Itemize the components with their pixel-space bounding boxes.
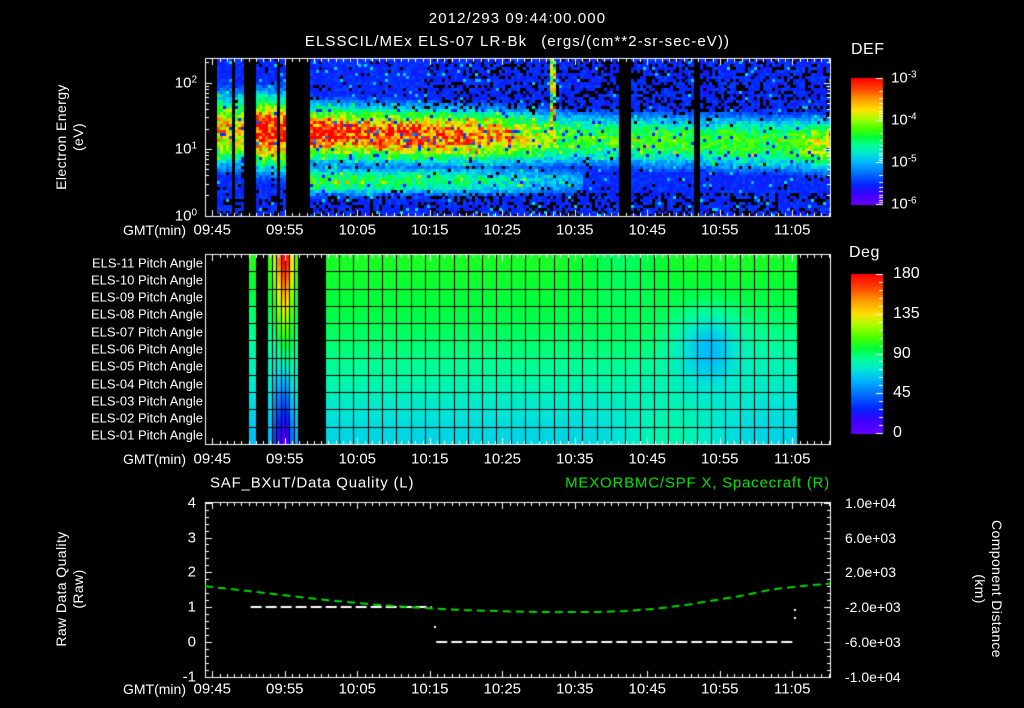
time-tick-label: 09:55 (265, 680, 304, 698)
gmt-axis-label: GMT(min) (123, 222, 186, 238)
time-tick-label: 10:25 (483, 450, 522, 468)
quality-axis-label: Raw Data Quality (Raw) (53, 469, 87, 708)
time-tick-label: 11:05 (774, 221, 811, 239)
page-title-instrument: ELSSCIL/MEx ELS-07 LR-Bk (ergs/(cm**2-sr-… (205, 33, 830, 50)
distance-tick-label: -1.0e+04 (845, 669, 901, 685)
time-tick-label: 10:45 (628, 221, 667, 239)
quality-tick-label: 0 (187, 633, 196, 651)
time-tick-label: 10:55 (700, 221, 739, 239)
panel3-title-right: MEXORBMC/SPF X, Spacecraft (R) (565, 474, 830, 492)
pitch-row-label: ELS-09 Pitch Angle (90, 289, 203, 305)
pitch-row-label: ELS-06 Pitch Angle (90, 341, 203, 357)
def-colorbar-tick-label: 10-6 (891, 196, 917, 213)
deg-colorbar-tick-label: 90 (893, 344, 911, 362)
time-tick-label: 10:35 (555, 450, 594, 468)
pitch-row-label: ELS-01 Pitch Angle (90, 427, 203, 443)
gmt-axis-label: GMT(min) (123, 681, 186, 697)
deg-colorbar-tick-label: 0 (893, 424, 902, 441)
power-base: 10 (891, 69, 908, 87)
instrument-name: ELSSCIL/MEx ELS-07 LR-Bk (304, 33, 528, 50)
def-colorbar-tick-label: 10-3 (891, 70, 917, 87)
time-tick-label: 10:35 (555, 221, 594, 239)
distance-tick-label: 2.0e+03 (845, 564, 896, 580)
power-base: 10 (891, 111, 908, 129)
time-tick-label: 10:15 (410, 450, 449, 468)
time-tick-label: 11:05 (774, 450, 811, 468)
colorbar-deg-title: Deg (849, 244, 880, 261)
panel3-title-left: SAF_BXuT/Data Quality (L) (210, 474, 415, 492)
quality-axis-label-line2: (Raw) (70, 569, 86, 609)
time-tick-label: 09:55 (265, 450, 304, 468)
time-tick-label: 09:45 (193, 450, 232, 468)
power-exponent: 0 (191, 207, 197, 219)
time-tick-label: 10:25 (483, 221, 522, 239)
time-tick-label: 10:35 (555, 680, 594, 698)
time-tick-label: 10:15 (410, 680, 449, 698)
flux-units: (ergs/(cm**2-sr-sec-eV)) (541, 33, 731, 50)
def-colorbar-tick-label: 10-5 (891, 154, 917, 171)
power-exponent: -4 (907, 111, 917, 123)
power-base: 10 (174, 74, 192, 92)
pitch-row-label: ELS-11 Pitch Angle (91, 255, 203, 271)
quality-tick-label: 4 (187, 494, 196, 512)
pitch-row-label: ELS-07 Pitch Angle (90, 324, 203, 340)
time-tick-label: 10:45 (628, 450, 667, 468)
distance-axis-label-line1: Component Distance (989, 520, 1005, 658)
energy-axis-label: Electron Energy (eV) (53, 17, 87, 257)
power-exponent: 1 (191, 140, 197, 152)
quality-axis-label-line1: Raw Data Quality (53, 531, 69, 647)
deg-colorbar-tick-label: 180 (893, 265, 920, 282)
energy-tick-label: 100 (175, 208, 197, 225)
time-tick-label: 10:55 (700, 680, 739, 698)
quality-tick-label: 1 (187, 598, 196, 616)
energy-axis-label-line2: (eV) (70, 122, 86, 152)
time-tick-label: 11:05 (774, 680, 811, 698)
deg-colorbar-tick-label: 135 (893, 304, 920, 322)
distance-tick-label: -2.0e+03 (845, 599, 901, 615)
distance-tick-label: 1.0e+04 (845, 495, 896, 511)
energy-tick-label: 102 (175, 75, 197, 92)
page-title-datetime: 2012/293 09:44:00.000 (428, 10, 607, 27)
time-tick-label: 10:25 (483, 680, 522, 698)
time-tick-label: 10:15 (410, 221, 449, 239)
time-tick-label: 09:55 (265, 221, 304, 239)
power-exponent: -5 (907, 153, 917, 165)
pitch-row-label: ELS-08 Pitch Angle (90, 306, 203, 322)
def-colorbar-tick-label: 10-4 (891, 112, 917, 129)
quality-tick-label: 3 (187, 529, 196, 547)
colorbar-def-title: DEF (851, 41, 885, 58)
energy-axis-label-line1: Electron Energy (53, 84, 69, 190)
pitch-row-label: ELS-03 Pitch Angle (90, 393, 203, 409)
power-base: 10 (891, 153, 908, 171)
distance-axis-label-line2: (km) (972, 574, 988, 604)
quality-tick-label: 2 (187, 563, 196, 581)
deg-colorbar-tick-label: 45 (893, 384, 911, 402)
pitch-row-label: ELS-04 Pitch Angle (90, 376, 203, 392)
distance-axis-label: Component Distance (km) (971, 469, 1005, 708)
gmt-axis-label: GMT(min) (123, 451, 186, 467)
time-tick-label: 10:45 (628, 680, 667, 698)
power-exponent: -6 (907, 195, 917, 207)
distance-tick-label: 6.0e+03 (845, 530, 896, 546)
pitch-row-label: ELS-02 Pitch Angle (90, 410, 203, 426)
energy-tick-label: 101 (175, 141, 197, 158)
time-tick-label: 10:05 (338, 221, 377, 239)
quality-tick-label: -1 (182, 668, 196, 686)
power-exponent: -3 (907, 69, 917, 81)
time-tick-label: 10:55 (700, 450, 739, 468)
time-tick-label: 10:05 (338, 680, 377, 698)
pitch-row-label: ELS-10 Pitch Angle (90, 272, 203, 288)
distance-tick-label: -6.0e+03 (845, 634, 901, 650)
power-base: 10 (174, 140, 192, 158)
time-tick-label: 10:05 (338, 450, 377, 468)
power-base: 10 (891, 195, 908, 213)
power-exponent: 2 (191, 74, 197, 86)
power-base: 10 (174, 207, 192, 225)
time-tick-label: 09:45 (193, 680, 232, 698)
pitch-row-label: ELS-05 Pitch Angle (90, 358, 203, 374)
time-tick-label: 09:45 (193, 221, 232, 239)
